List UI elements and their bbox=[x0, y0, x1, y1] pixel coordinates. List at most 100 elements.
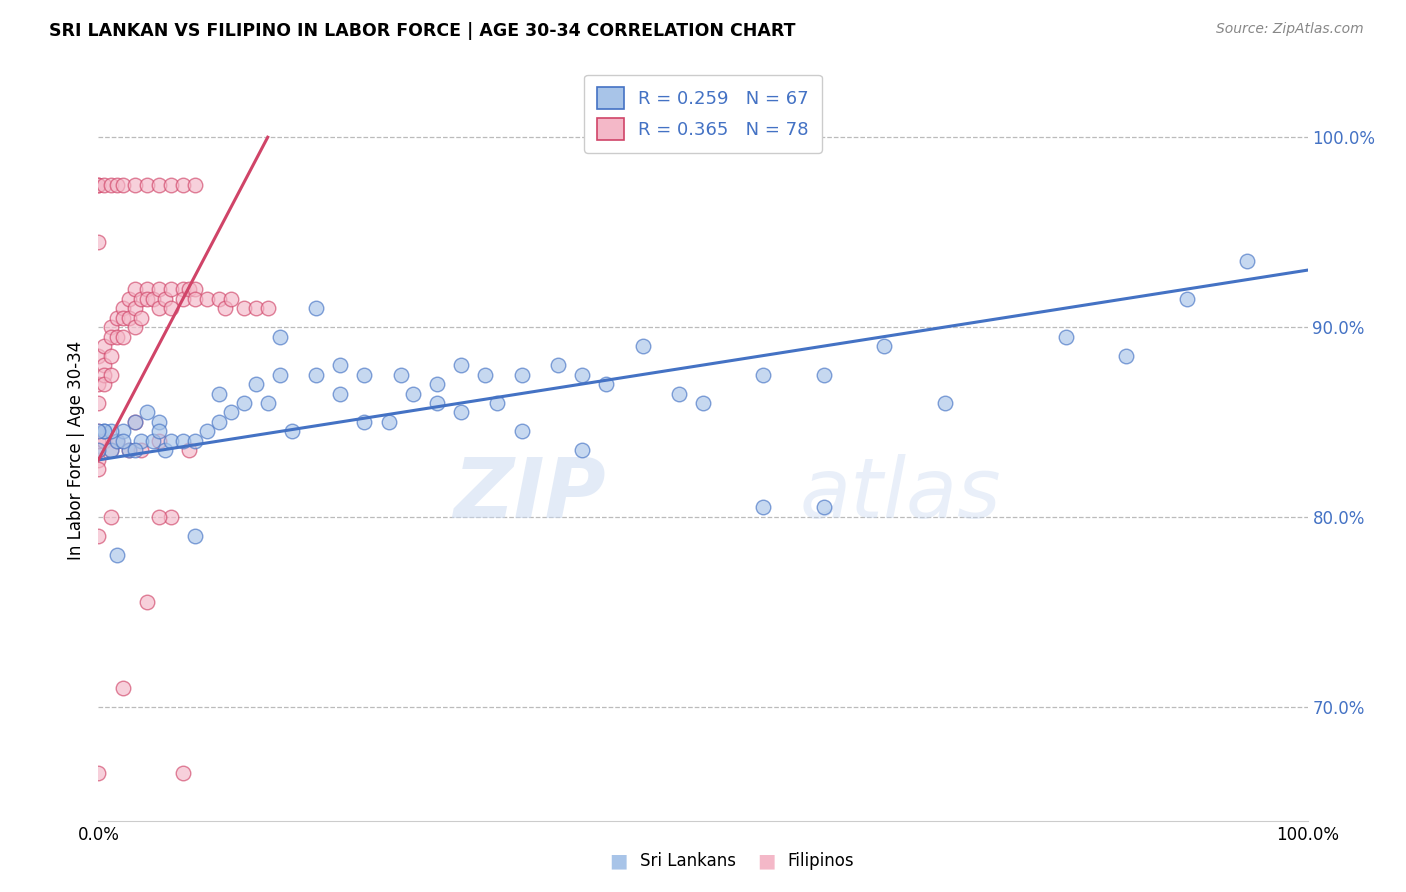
Point bbox=[124, 301, 146, 315]
Point bbox=[510, 368, 533, 382]
Point bbox=[474, 368, 496, 382]
Point bbox=[129, 292, 152, 306]
Point bbox=[111, 178, 134, 192]
Point bbox=[87, 529, 110, 543]
Point bbox=[93, 425, 115, 439]
Point bbox=[135, 595, 157, 609]
Point bbox=[172, 434, 194, 448]
Point bbox=[377, 415, 399, 429]
Point bbox=[87, 178, 110, 192]
Point bbox=[124, 320, 146, 334]
Point bbox=[100, 320, 122, 334]
Point bbox=[232, 396, 254, 410]
Point bbox=[934, 396, 956, 410]
Point bbox=[87, 178, 110, 192]
Point bbox=[148, 425, 170, 439]
Point bbox=[105, 434, 128, 448]
Point bbox=[813, 500, 835, 515]
Point bbox=[692, 396, 714, 410]
Point bbox=[305, 301, 328, 315]
Point bbox=[450, 405, 472, 419]
Point bbox=[118, 310, 141, 325]
Point bbox=[426, 377, 449, 392]
Point bbox=[214, 301, 236, 315]
Point bbox=[195, 425, 218, 439]
Point bbox=[87, 425, 110, 439]
Point bbox=[450, 358, 472, 372]
Text: Filipinos: Filipinos bbox=[787, 852, 853, 870]
Point bbox=[195, 823, 218, 838]
Point bbox=[184, 178, 207, 192]
Point bbox=[256, 301, 278, 315]
Point bbox=[118, 443, 141, 458]
Text: ZIP: ZIP bbox=[454, 454, 606, 535]
Text: SRI LANKAN VS FILIPINO IN LABOR FORCE | AGE 30-34 CORRELATION CHART: SRI LANKAN VS FILIPINO IN LABOR FORCE | … bbox=[49, 22, 796, 40]
Point bbox=[142, 292, 165, 306]
Point bbox=[353, 368, 375, 382]
Point bbox=[87, 453, 110, 467]
Point bbox=[221, 405, 243, 419]
Point bbox=[486, 396, 509, 410]
Point bbox=[124, 178, 146, 192]
Point bbox=[100, 368, 122, 382]
Point bbox=[118, 292, 141, 306]
Point bbox=[124, 282, 146, 296]
Point bbox=[148, 282, 170, 296]
Point bbox=[752, 368, 775, 382]
Point bbox=[160, 301, 183, 315]
Point bbox=[160, 509, 183, 524]
Text: Sri Lankans: Sri Lankans bbox=[640, 852, 735, 870]
Point bbox=[87, 462, 110, 476]
Point bbox=[129, 310, 152, 325]
Point bbox=[269, 368, 291, 382]
Point bbox=[129, 434, 152, 448]
Point bbox=[118, 443, 141, 458]
Point bbox=[111, 301, 134, 315]
Point bbox=[195, 292, 218, 306]
Point bbox=[135, 292, 157, 306]
Point bbox=[135, 178, 157, 192]
Point bbox=[245, 377, 267, 392]
Point bbox=[87, 396, 110, 410]
Text: atlas: atlas bbox=[800, 454, 1001, 535]
Point bbox=[269, 329, 291, 343]
Text: ■: ■ bbox=[609, 851, 628, 871]
Point bbox=[87, 443, 110, 458]
Point bbox=[105, 329, 128, 343]
Point bbox=[402, 386, 425, 401]
Text: Source: ZipAtlas.com: Source: ZipAtlas.com bbox=[1216, 22, 1364, 37]
Point bbox=[1175, 292, 1198, 306]
Point bbox=[329, 358, 352, 372]
Point bbox=[111, 681, 134, 695]
Point bbox=[208, 292, 231, 306]
Point bbox=[172, 292, 194, 306]
Point bbox=[752, 500, 775, 515]
Point bbox=[631, 339, 654, 353]
Point bbox=[100, 509, 122, 524]
Point bbox=[93, 434, 115, 448]
Point bbox=[184, 282, 207, 296]
Point bbox=[232, 301, 254, 315]
Point bbox=[208, 386, 231, 401]
Point bbox=[353, 415, 375, 429]
Point bbox=[172, 766, 194, 780]
Point bbox=[148, 301, 170, 315]
Point bbox=[100, 443, 122, 458]
Point bbox=[245, 301, 267, 315]
Point bbox=[281, 425, 304, 439]
Point bbox=[111, 329, 134, 343]
Point bbox=[305, 368, 328, 382]
Point bbox=[93, 178, 115, 192]
Point bbox=[595, 377, 617, 392]
Point bbox=[93, 368, 115, 382]
Point bbox=[87, 349, 110, 363]
Point bbox=[256, 396, 278, 410]
Point bbox=[124, 415, 146, 429]
Point bbox=[111, 425, 134, 439]
Point bbox=[100, 329, 122, 343]
Point bbox=[111, 434, 134, 448]
Point bbox=[571, 443, 593, 458]
Point bbox=[873, 339, 896, 353]
Point bbox=[129, 443, 152, 458]
Point bbox=[124, 415, 146, 429]
